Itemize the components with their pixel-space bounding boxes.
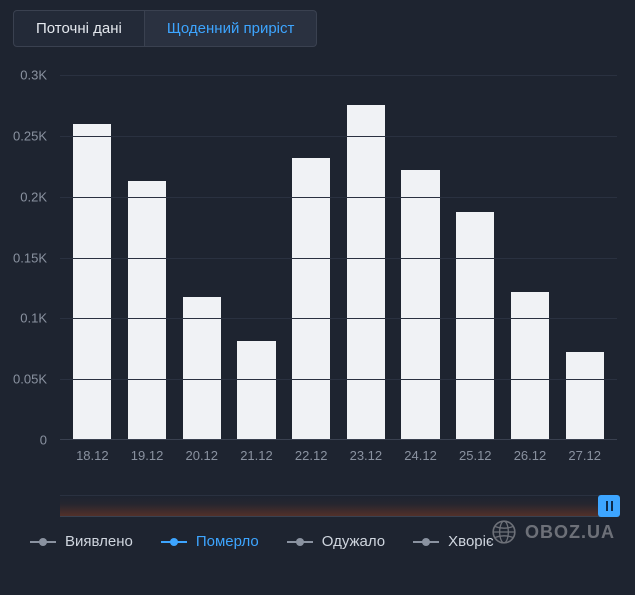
gridline — [60, 258, 617, 259]
legend-item-detected[interactable]: Виявлено — [30, 533, 133, 550]
bar[interactable] — [456, 212, 494, 439]
chart: 00.05K0.1K0.15K0.2K0.25K0.3K 18.1219.122… — [0, 47, 635, 477]
bar[interactable] — [237, 341, 275, 439]
x-tick-label: 22.12 — [284, 448, 339, 463]
x-tick-label: 20.12 — [174, 448, 229, 463]
x-tick-label: 18.12 — [65, 448, 120, 463]
x-tick-label: 23.12 — [339, 448, 394, 463]
legend: Виявлено Померло Одужало Хворіє — [0, 517, 635, 550]
range-navigator[interactable] — [60, 495, 617, 517]
legend-marker-icon — [413, 541, 439, 543]
bar[interactable] — [566, 352, 604, 439]
legend-item-died[interactable]: Померло — [161, 533, 259, 550]
bar[interactable] — [128, 181, 166, 439]
x-tick-label: 25.12 — [448, 448, 503, 463]
y-axis: 00.05K0.1K0.15K0.2K0.25K0.3K — [0, 75, 55, 442]
tab-bar: Поточні дані Щоденний приріст — [0, 0, 635, 47]
legend-label: Одужало — [322, 533, 385, 550]
x-axis: 18.1219.1220.1221.1222.1223.1224.1225.12… — [60, 440, 617, 463]
legend-marker-icon — [161, 541, 187, 543]
legend-marker-icon — [287, 541, 313, 543]
y-tick-label: 0.3K — [0, 68, 47, 83]
gridline — [60, 136, 617, 137]
tab-current-data[interactable]: Поточні дані — [13, 10, 145, 47]
x-tick-label: 19.12 — [120, 448, 175, 463]
x-tick-label: 26.12 — [503, 448, 558, 463]
legend-item-sick[interactable]: Хворіє — [413, 533, 493, 550]
bar[interactable] — [347, 105, 385, 439]
legend-item-recovered[interactable]: Одужало — [287, 533, 385, 550]
x-tick-label: 21.12 — [229, 448, 284, 463]
gridline — [60, 197, 617, 198]
navigator-handle[interactable] — [598, 495, 620, 517]
y-tick-label: 0.2K — [0, 189, 47, 204]
y-tick-label: 0 — [0, 433, 47, 448]
gridline — [60, 75, 617, 76]
legend-label: Виявлено — [65, 533, 133, 550]
legend-marker-icon — [30, 541, 56, 543]
legend-label: Хворіє — [448, 533, 493, 550]
gridline — [60, 379, 617, 380]
y-tick-label: 0.1K — [0, 311, 47, 326]
x-tick-label: 24.12 — [393, 448, 448, 463]
bar[interactable] — [73, 124, 111, 439]
y-tick-label: 0.05K — [0, 372, 47, 387]
bar[interactable] — [292, 158, 330, 439]
y-tick-label: 0.15K — [0, 250, 47, 265]
gridline — [60, 318, 617, 319]
plot-area — [60, 75, 617, 440]
x-tick-label: 27.12 — [557, 448, 612, 463]
tab-daily-growth[interactable]: Щоденний приріст — [145, 10, 318, 47]
y-tick-label: 0.25K — [0, 128, 47, 143]
bar[interactable] — [511, 292, 549, 439]
bar[interactable] — [401, 170, 439, 439]
navigator-area-fill — [60, 496, 617, 516]
legend-label: Померло — [196, 533, 259, 550]
